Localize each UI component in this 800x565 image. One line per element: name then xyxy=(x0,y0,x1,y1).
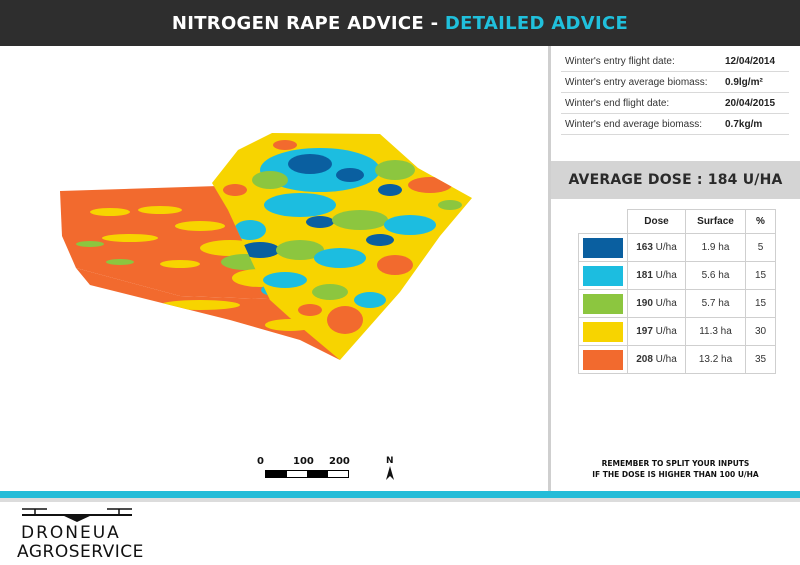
dose-unit: U/ha xyxy=(652,326,677,337)
info-value: 0.7kg/m xyxy=(725,118,763,130)
surface-cell: 11.3 ha xyxy=(685,317,746,346)
surface-cell: 1.9 ha xyxy=(685,233,746,262)
dose-cell: 190 U/ha xyxy=(627,289,686,318)
info-value: 20/04/2015 xyxy=(725,97,776,109)
dose-unit: U/ha xyxy=(652,298,677,309)
col-dose: Dose xyxy=(627,209,686,234)
scale-label-0: 0 xyxy=(257,456,264,467)
percent-cell: 35 xyxy=(745,345,776,374)
average-dose-box: AVERAGE DOSE : 184 U/HA xyxy=(551,161,800,201)
percent-cell: 30 xyxy=(745,317,776,346)
dose-swatch-cell xyxy=(578,261,628,290)
footer-shadow xyxy=(0,498,800,502)
info-value: 0.9lg/m² xyxy=(725,76,763,88)
dose-cell: 197 U/ha xyxy=(627,317,686,346)
dose-color-swatch xyxy=(583,321,623,342)
dose-row: 163 U/ha 1.9 ha 5 xyxy=(578,233,776,262)
info-label: Winter's end average biomass: xyxy=(565,118,702,130)
logo-subtitle: AGROSERVICE xyxy=(17,542,144,562)
percent-cell: 5 xyxy=(745,233,776,262)
info-end-date: Winter's end flight date: 20/04/2015 xyxy=(565,94,775,112)
dose-cell: 163 U/ha xyxy=(627,233,686,262)
dose-value: 208 xyxy=(636,354,653,365)
dose-cell: 181 U/ha xyxy=(627,261,686,290)
dose-color-swatch xyxy=(583,349,623,370)
dose-swatch-cell xyxy=(578,233,628,262)
field-map: 0 100 200 N xyxy=(0,46,548,491)
dose-row: 181 U/ha 5.6 ha 15 xyxy=(578,261,776,290)
info-end-biomass: Winter's end average biomass: 0.7kg/m xyxy=(565,115,762,133)
dose-row: 197 U/ha 11.3 ha 30 xyxy=(578,317,776,346)
scale-bar-graphic xyxy=(265,470,349,478)
reminder-line-1: REMEMBER TO SPLIT YOUR INPUTS xyxy=(601,459,750,468)
percent-cell: 15 xyxy=(745,261,776,290)
north-arrow-icon: N xyxy=(381,456,399,482)
dose-color-swatch xyxy=(583,293,623,314)
dose-swatch-cell xyxy=(578,317,628,346)
info-label: Winter's entry flight date: xyxy=(565,55,675,67)
info-entry-date: Winter's entry flight date: 12/04/2014 xyxy=(565,52,775,70)
reminder-line-2: IF THE DOSE IS HIGHER THAN 100 U/HA xyxy=(592,470,759,479)
info-label: Winter's end flight date: xyxy=(565,97,670,109)
scale-bar: 0 100 200 xyxy=(257,456,357,486)
scale-label-200: 200 xyxy=(329,456,350,467)
title-accent: DETAILED ADVICE xyxy=(444,12,629,34)
dose-color-swatch xyxy=(583,237,623,258)
page-title: NITROGEN RAPE ADVICE - DETAILED ADVICE xyxy=(172,13,628,34)
dose-unit: U/ha xyxy=(652,354,677,365)
dose-value: 163 xyxy=(636,242,653,253)
dose-swatch-cell xyxy=(578,289,628,318)
info-label: Winter's entry average biomass: xyxy=(565,76,708,88)
reminder-note: REMEMBER TO SPLIT YOUR INPUTS IF THE DOS… xyxy=(561,458,790,480)
surface-cell: 5.7 ha xyxy=(685,289,746,318)
dose-unit: U/ha xyxy=(652,242,677,253)
dose-swatch-cell xyxy=(578,345,628,374)
panel-divider xyxy=(548,46,551,491)
dose-table: Dose Surface % 163 U/ha 1.9 ha 5 181 U/ha 5.… xyxy=(578,209,776,374)
scale-label-100: 100 xyxy=(293,456,314,467)
dose-cell: 208 U/ha xyxy=(627,345,686,374)
advice-panel: Winter's entry flight date: 12/04/2014 W… xyxy=(551,46,800,491)
dose-color-swatch xyxy=(583,265,623,286)
dose-unit: U/ha xyxy=(652,270,677,281)
percent-cell: 15 xyxy=(745,289,776,318)
field-dose-map xyxy=(60,133,472,360)
surface-cell: 5.6 ha xyxy=(685,261,746,290)
logo-brand: DRONEUA xyxy=(21,523,121,543)
dose-row: 208 U/ha 13.2 ha 35 xyxy=(578,345,776,374)
info-value: 12/04/2014 xyxy=(725,55,776,67)
dose-value: 181 xyxy=(636,270,653,281)
average-dose: AVERAGE DOSE : 184 U/HA xyxy=(568,172,783,188)
dose-value: 190 xyxy=(636,298,653,309)
info-entry-biomass: Winter's entry average biomass: 0.9lg/m² xyxy=(565,73,763,91)
dose-value: 197 xyxy=(636,326,653,337)
footer-accent-bar xyxy=(0,491,800,498)
dose-table-header: Dose Surface % xyxy=(579,209,776,234)
surface-cell: 13.2 ha xyxy=(685,345,746,374)
col-surface: Surface xyxy=(685,209,746,234)
dose-row: 190 U/ha 5.7 ha 15 xyxy=(578,289,776,318)
col-percent: % xyxy=(745,209,776,234)
north-label: N xyxy=(386,456,394,466)
drone-icon xyxy=(22,508,132,522)
page-header: NITROGEN RAPE ADVICE - DETAILED ADVICE xyxy=(0,0,800,46)
title-main: NITROGEN RAPE ADVICE - xyxy=(171,12,445,34)
company-logo: DRONEUA AGROSERVICE xyxy=(17,505,177,563)
